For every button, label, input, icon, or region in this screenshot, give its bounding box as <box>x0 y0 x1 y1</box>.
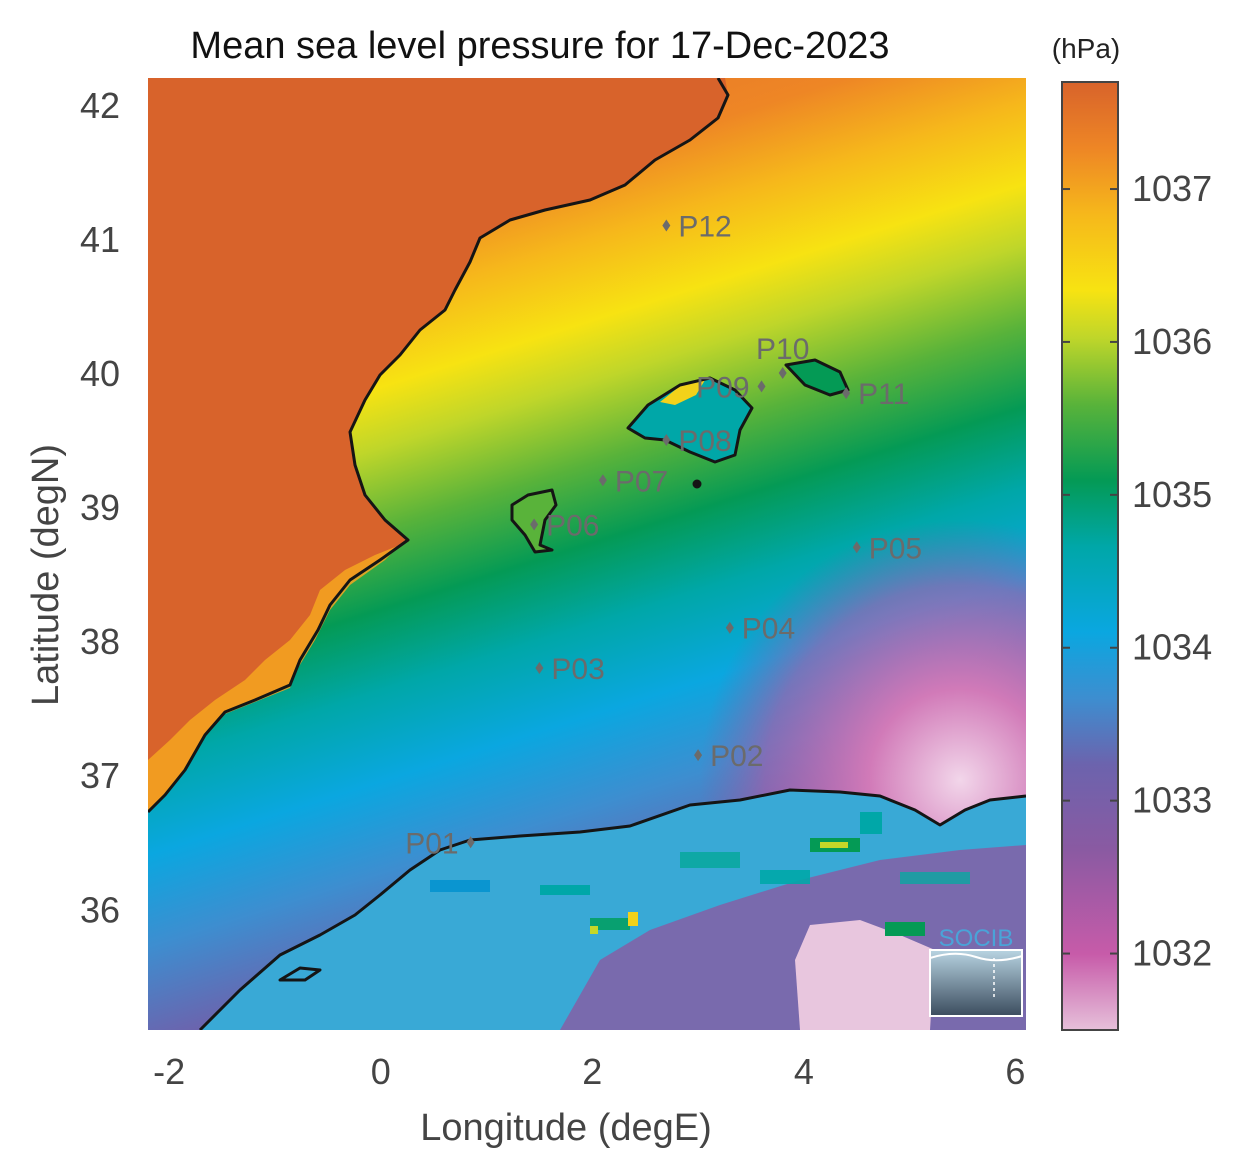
station-label-p04: P04 <box>742 613 795 646</box>
africa-speckles <box>430 812 970 936</box>
station-label-p03: P03 <box>551 653 604 686</box>
station-marker-p03 <box>535 661 544 674</box>
mallorca-north-yellow <box>660 380 705 405</box>
station-label-p12: P12 <box>678 210 731 243</box>
y-tick-label: 37 <box>80 755 120 796</box>
iberia-land <box>148 78 728 812</box>
map-plot-area <box>148 78 1026 1030</box>
y-tick-label: 40 <box>80 353 120 394</box>
x-tick-label: 6 <box>1005 1051 1025 1092</box>
station-label-p07: P07 <box>615 465 668 498</box>
station-label-p01: P01 <box>405 827 458 860</box>
cabrera-islet <box>692 479 702 489</box>
colorbar-tick-label: 1035 <box>1132 474 1212 515</box>
y-tick-label: 41 <box>80 219 120 260</box>
station-label-p10: P10 <box>756 333 809 366</box>
logo-background <box>929 949 1023 1017</box>
station-label-p08: P08 <box>678 425 731 458</box>
station-marker-p04 <box>725 621 734 634</box>
x-axis-label: Longitude (degE) <box>420 1107 712 1149</box>
colorbar-gradient <box>1061 81 1119 1031</box>
station-marker-p09 <box>757 380 766 393</box>
map-title: Mean sea level pressure for 17-Dec-2023 <box>190 25 889 67</box>
station-marker-p12 <box>662 219 671 232</box>
iberia-coastline <box>148 78 730 814</box>
station-label-p06: P06 <box>546 510 599 543</box>
y-axis-ticks: 36 37 38 39 40 41 42 <box>80 85 120 931</box>
y-axis-label: Latitude (degN) <box>25 444 67 706</box>
x-axis-ticks: -2 0 2 4 6 <box>153 1051 1025 1092</box>
y-tick-label: 38 <box>80 621 120 662</box>
station-marker-p02 <box>694 749 703 762</box>
station-label-p05: P05 <box>869 532 922 565</box>
africa-highland-pink <box>795 920 935 1030</box>
logo-text: SOCIB <box>939 925 1014 952</box>
station-marker-p08 <box>662 434 671 447</box>
y-tick-label: 36 <box>80 889 120 930</box>
socib-logo: SOCIB <box>929 925 1023 1017</box>
station-marker-p10 <box>778 366 787 379</box>
colorbar-unit: (hPa) <box>1052 33 1120 64</box>
colorbar-ticks: 1032 1033 1034 1035 1036 1037 <box>1062 168 1212 974</box>
alboran-islet-coastline <box>278 966 322 982</box>
colorbar-tick-label: 1032 <box>1132 933 1212 974</box>
y-tick-label: 39 <box>80 487 120 528</box>
coastal-land-warm <box>148 545 400 812</box>
station-label-p09: P09 <box>696 371 749 404</box>
x-tick-label: 4 <box>794 1051 814 1092</box>
station-label-p11: P11 <box>858 378 909 411</box>
x-tick-label: 2 <box>582 1051 602 1092</box>
logo-wave <box>929 952 1023 962</box>
africa-coastline <box>198 788 1026 1030</box>
station-marker-p06 <box>530 518 539 531</box>
station-marker-p05 <box>852 541 861 554</box>
colorbar-tick-label: 1037 <box>1132 168 1212 209</box>
station-marker-p01 <box>466 836 475 849</box>
colorbar: (hPa) 1032 1033 1034 1035 1036 1037 <box>1052 33 1212 1031</box>
ibiza-coastline <box>510 488 558 554</box>
y-tick-label: 42 <box>80 85 120 126</box>
station-label-p02: P02 <box>710 740 763 773</box>
station-marker-p11 <box>842 387 851 400</box>
colorbar-tick-label: 1036 <box>1132 321 1212 362</box>
colorbar-tick-label: 1034 <box>1132 627 1212 668</box>
station-marker-p07 <box>598 474 607 487</box>
colorbar-tick-label: 1033 <box>1132 780 1212 821</box>
x-tick-label: -2 <box>153 1051 185 1092</box>
x-tick-label: 0 <box>371 1051 391 1092</box>
